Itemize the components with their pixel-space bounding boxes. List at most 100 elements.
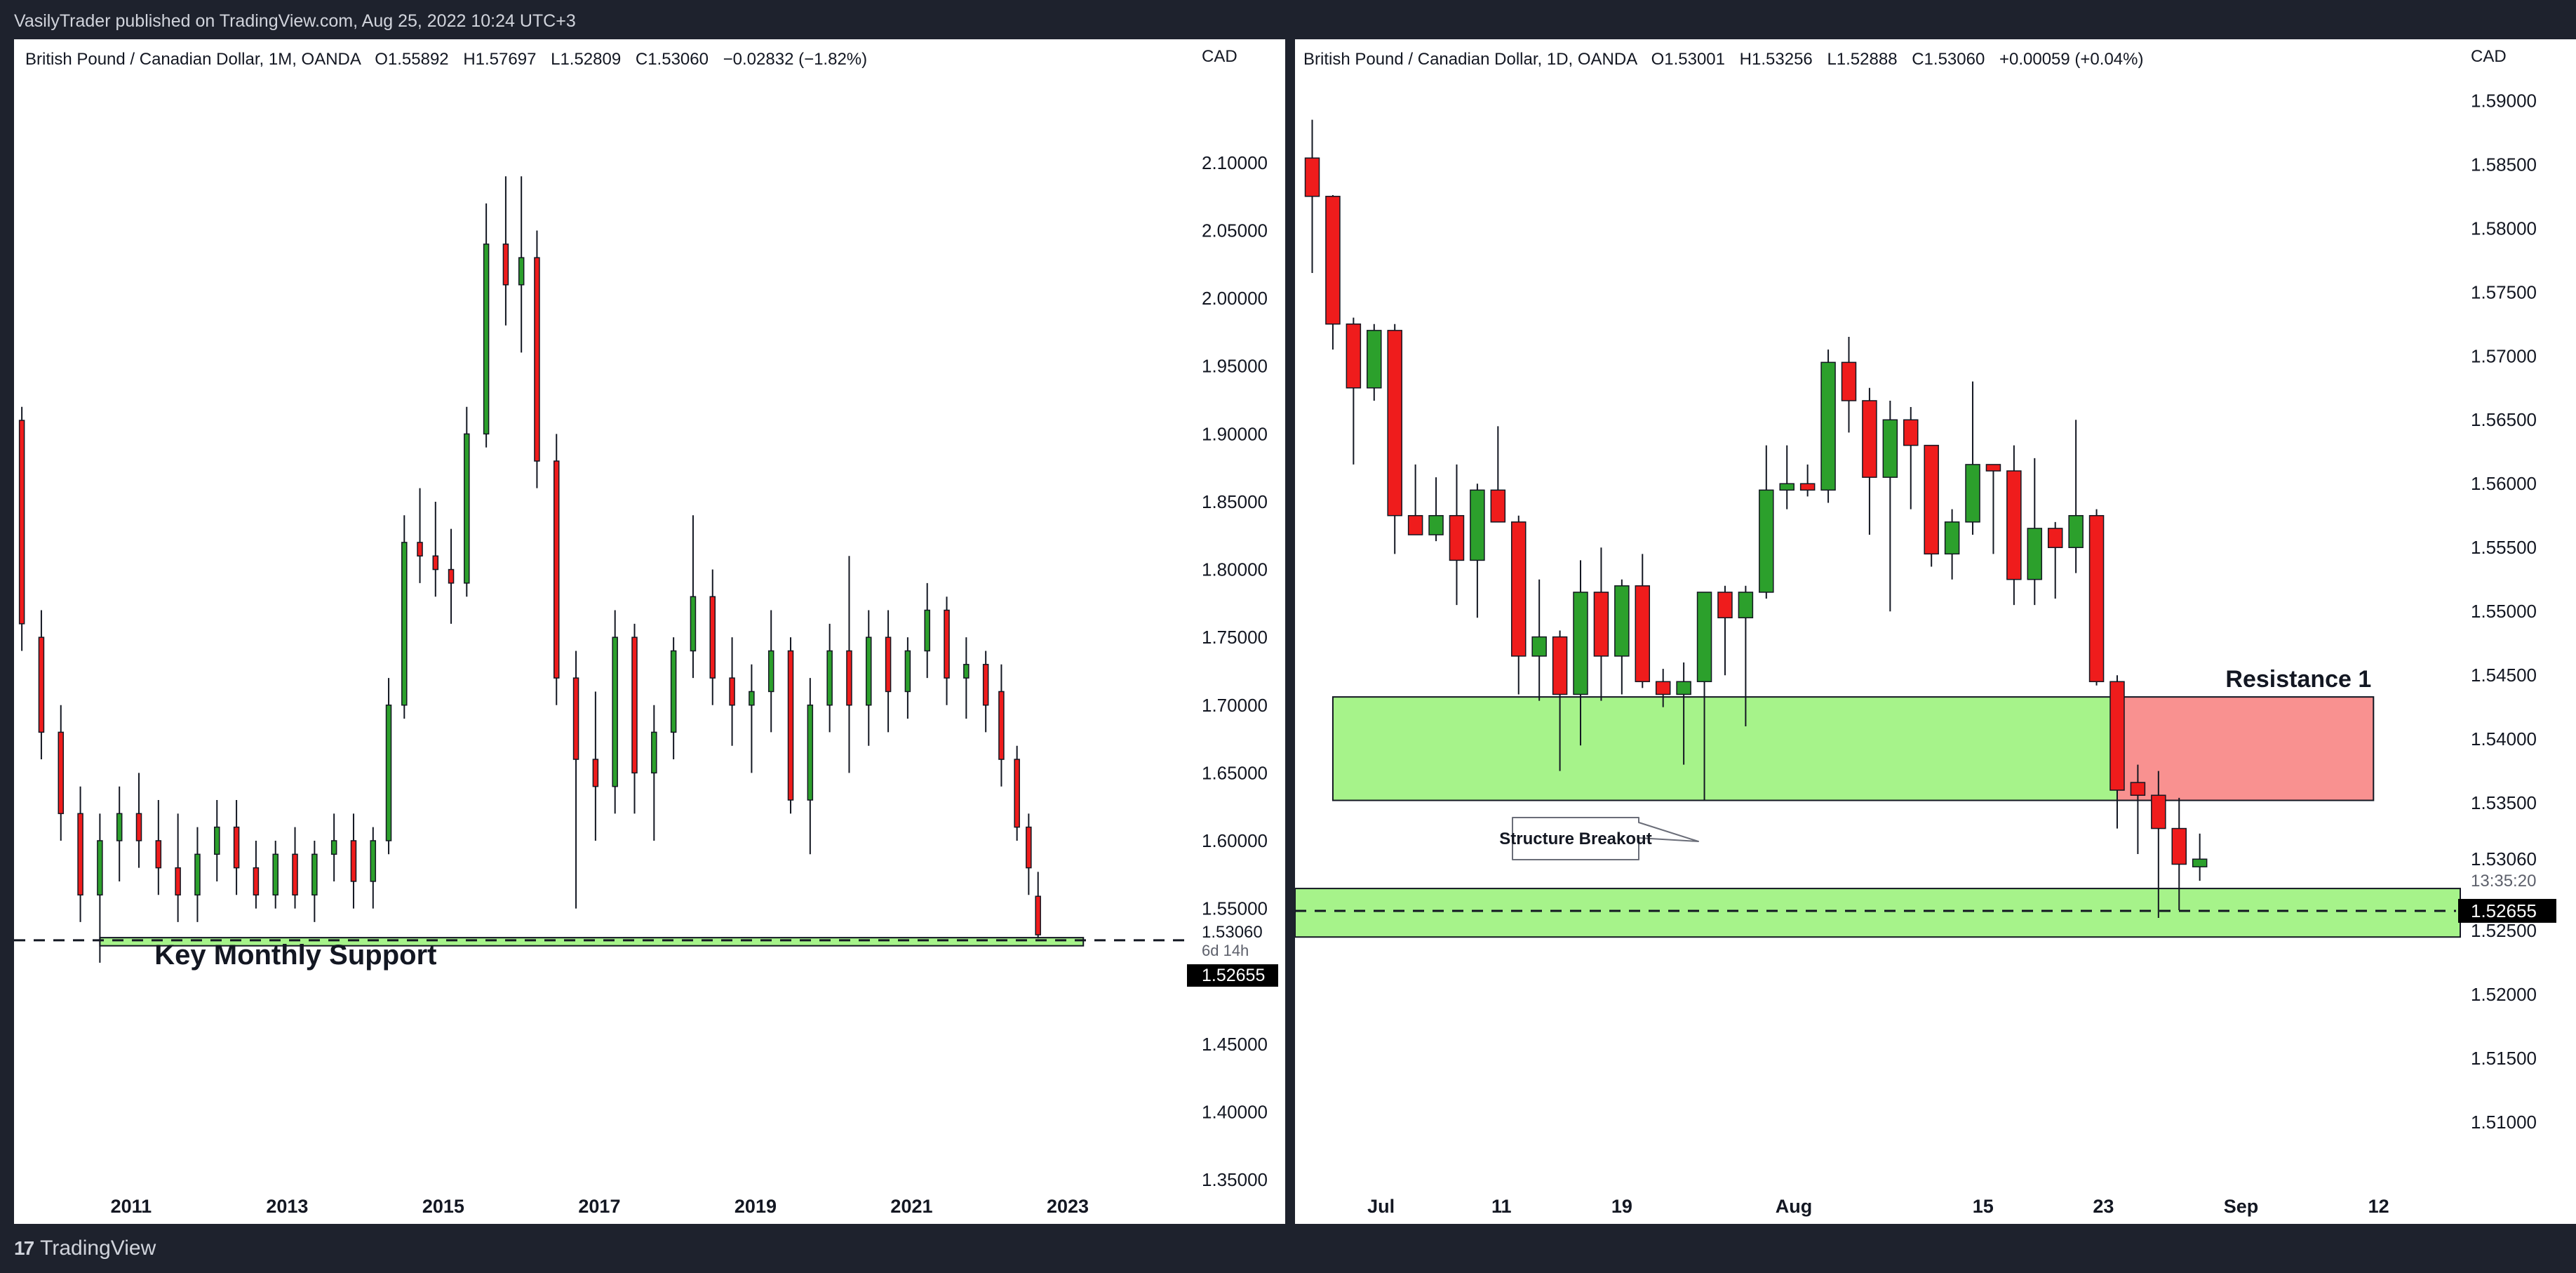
candle-body <box>1346 324 1362 389</box>
candle-body <box>1325 196 1341 325</box>
candle-body <box>311 853 318 896</box>
candle <box>1346 317 1362 465</box>
candle-body <box>1985 464 2001 472</box>
candle-body <box>292 853 298 896</box>
candle <box>1531 579 1547 701</box>
candle <box>2088 509 2105 686</box>
candle <box>194 827 201 922</box>
candle <box>1738 585 1754 726</box>
x-tick-label: 19 <box>1611 1196 1632 1217</box>
candle-body <box>2171 827 2187 865</box>
candle-body <box>885 636 892 693</box>
published-header: VasilyTrader published on TradingView.co… <box>14 11 576 31</box>
candle <box>982 651 989 733</box>
candle <box>2192 833 2208 881</box>
tradingview-logo-icon: 17 <box>14 1237 34 1259</box>
y-tick-label: 1.60000 <box>1202 830 1268 851</box>
candle <box>963 637 970 719</box>
candle <box>2027 458 2043 606</box>
monthly-chart-panel[interactable]: British Pound / Canadian Dollar, 1M, OAN… <box>14 39 1285 1224</box>
candle-body <box>612 636 618 787</box>
candle-body <box>1593 592 1609 657</box>
tradingview-footer[interactable]: 17 TradingView <box>0 1224 2576 1273</box>
candle <box>1862 387 1877 535</box>
last-price-label: 1.53060 <box>2471 848 2537 869</box>
candle <box>38 610 45 760</box>
candle <box>670 637 677 760</box>
candle-body <box>866 636 872 706</box>
candle <box>729 637 735 746</box>
resistance-1-label: Resistance 1 <box>2225 666 2371 693</box>
candle-body <box>670 650 677 733</box>
candle-body <box>1799 483 1816 491</box>
candle-body <box>1862 400 1877 478</box>
candle <box>866 610 872 746</box>
candle-body <box>651 731 657 774</box>
candle-body <box>1779 483 1795 491</box>
y-tick-label: 1.53500 <box>2471 792 2537 813</box>
candle <box>502 176 509 326</box>
y-tick-label: 1.35000 <box>1202 1169 1268 1190</box>
x-tick-label: 23 <box>2093 1196 2114 1217</box>
monthly-chart[interactable]: British Pound / Canadian Dollar, 1M, OAN… <box>14 39 1285 1224</box>
candle-body <box>1944 521 1960 555</box>
candle-body <box>330 840 337 855</box>
candle-body <box>1035 895 1041 935</box>
y-tick-label: 1.56000 <box>2471 473 2537 494</box>
candle <box>651 705 657 841</box>
candle-body <box>1924 444 1939 555</box>
candle <box>1593 547 1609 701</box>
y-tick-label: 1.80000 <box>1202 559 1268 580</box>
x-tick-label: 2023 <box>1047 1196 1089 1217</box>
candle <box>1014 745 1020 841</box>
candle-body <box>214 826 220 855</box>
candle-body <box>924 609 930 652</box>
candle <box>116 786 123 881</box>
daily-chart-panel[interactable]: British Pound / Canadian Dollar, 1D, OAN… <box>1294 39 2576 1224</box>
range-zone <box>1331 696 2118 801</box>
candle-body <box>1820 361 1836 491</box>
candle-body <box>253 867 260 896</box>
chart-title: British Pound / Canadian Dollar, 1D, OAN… <box>1303 50 2143 69</box>
candle-body <box>534 257 540 462</box>
candle <box>592 691 599 841</box>
x-tick-label: 12 <box>2368 1196 2389 1217</box>
candle <box>2006 445 2022 606</box>
candle <box>1882 400 1898 612</box>
candle-body <box>729 677 735 706</box>
y-tick-label: 1.55000 <box>2471 601 2537 622</box>
candle <box>2130 764 2146 854</box>
candle-body <box>2027 528 2043 580</box>
y-tick-label: 1.54500 <box>2471 665 2537 686</box>
x-tick-label: 11 <box>1491 1196 1512 1217</box>
candle-body <box>1449 514 1465 561</box>
y-tick-label: 1.55000 <box>1202 898 1268 919</box>
candle <box>1903 407 1919 509</box>
x-tick-label: Aug <box>1776 1196 1812 1217</box>
candle <box>77 786 83 922</box>
y-tick-label: 1.58500 <box>2471 154 2537 175</box>
candle-body <box>350 840 357 882</box>
candle-body <box>2006 470 2022 580</box>
candle-body <box>58 731 65 815</box>
candle <box>1470 484 1485 618</box>
daily-chart[interactable]: British Pound / Canadian Dollar, 1D, OAN… <box>1294 39 2576 1224</box>
candle-body <box>1387 330 1402 516</box>
candle <box>1407 464 1423 535</box>
y-tick-label: 1.51000 <box>2471 1112 2537 1133</box>
candle-body <box>553 460 560 679</box>
candle <box>1717 585 1733 676</box>
price-tag-label: 1.52655 <box>2471 900 2537 921</box>
candle <box>553 434 560 705</box>
price-tag-label: 1.52655 <box>1202 966 1265 985</box>
x-tick-label: 2011 <box>111 1196 152 1217</box>
candle <box>904 637 911 719</box>
candle-body <box>233 826 240 869</box>
candle <box>385 678 392 855</box>
candle-body <box>2047 528 2063 548</box>
candle-body <box>749 691 755 706</box>
candle-body <box>631 636 638 774</box>
countdown-label: 6d 14h <box>1202 942 1249 959</box>
candle-body <box>483 244 490 435</box>
y-tick-label: 1.59000 <box>2471 90 2537 111</box>
